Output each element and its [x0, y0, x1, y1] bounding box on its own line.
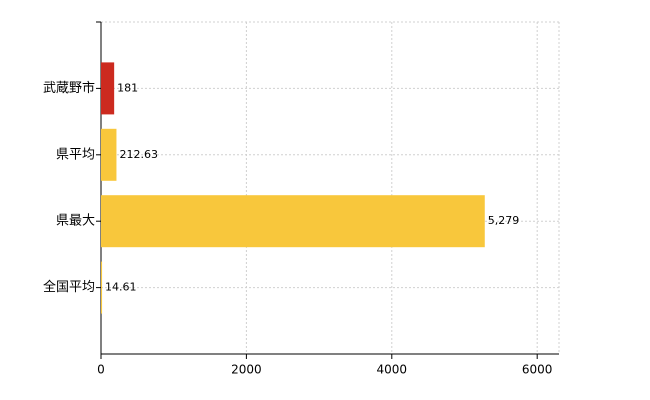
value-label: 181: [117, 81, 138, 94]
bar: [101, 195, 485, 248]
bar: [101, 62, 115, 115]
x-tick-label: 6000: [522, 363, 553, 377]
value-label: 212.63: [119, 148, 157, 161]
x-tick-label: 4000: [377, 363, 408, 377]
y-tick-label: 県平均: [56, 147, 95, 162]
y-tick-label: 県最大: [56, 214, 95, 229]
y-tick-label: 武蔵野市: [43, 80, 95, 96]
x-tick-label: 0: [97, 363, 105, 377]
value-label: 14.61: [105, 281, 137, 294]
value-label: 5,279: [488, 214, 519, 227]
bar: [101, 261, 103, 314]
y-tick-label: 全国平均: [43, 279, 95, 295]
bar: [101, 128, 117, 181]
x-tick-label: 2000: [231, 363, 262, 377]
